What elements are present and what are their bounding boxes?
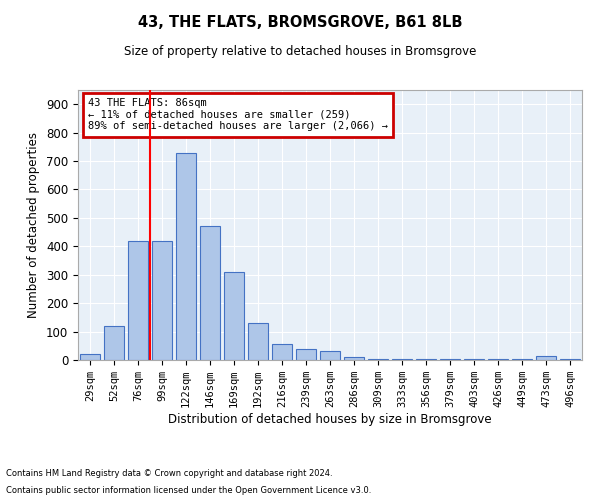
Text: 43, THE FLATS, BROMSGROVE, B61 8LB: 43, THE FLATS, BROMSGROVE, B61 8LB	[138, 15, 462, 30]
Bar	[296, 348, 316, 360]
Text: Size of property relative to detached houses in Bromsgrove: Size of property relative to detached ho…	[124, 45, 476, 58]
Bar	[224, 272, 244, 360]
Bar	[416, 358, 436, 360]
Text: Contains public sector information licensed under the Open Government Licence v3: Contains public sector information licen…	[6, 486, 371, 495]
X-axis label: Distribution of detached houses by size in Bromsgrove: Distribution of detached houses by size …	[168, 413, 492, 426]
Text: 43 THE FLATS: 86sqm
← 11% of detached houses are smaller (259)
89% of semi-detac: 43 THE FLATS: 86sqm ← 11% of detached ho…	[88, 98, 388, 132]
Text: Contains HM Land Registry data © Crown copyright and database right 2024.: Contains HM Land Registry data © Crown c…	[6, 468, 332, 477]
Bar	[152, 240, 172, 360]
Y-axis label: Number of detached properties: Number of detached properties	[28, 132, 40, 318]
Bar	[128, 240, 148, 360]
Bar	[320, 352, 340, 360]
Bar	[104, 326, 124, 360]
Bar	[392, 358, 412, 360]
Bar	[200, 226, 220, 360]
Bar	[368, 358, 388, 360]
Bar	[272, 344, 292, 360]
Bar	[248, 323, 268, 360]
Bar	[536, 356, 556, 360]
Bar	[80, 354, 100, 360]
Bar	[176, 152, 196, 360]
Bar	[344, 357, 364, 360]
